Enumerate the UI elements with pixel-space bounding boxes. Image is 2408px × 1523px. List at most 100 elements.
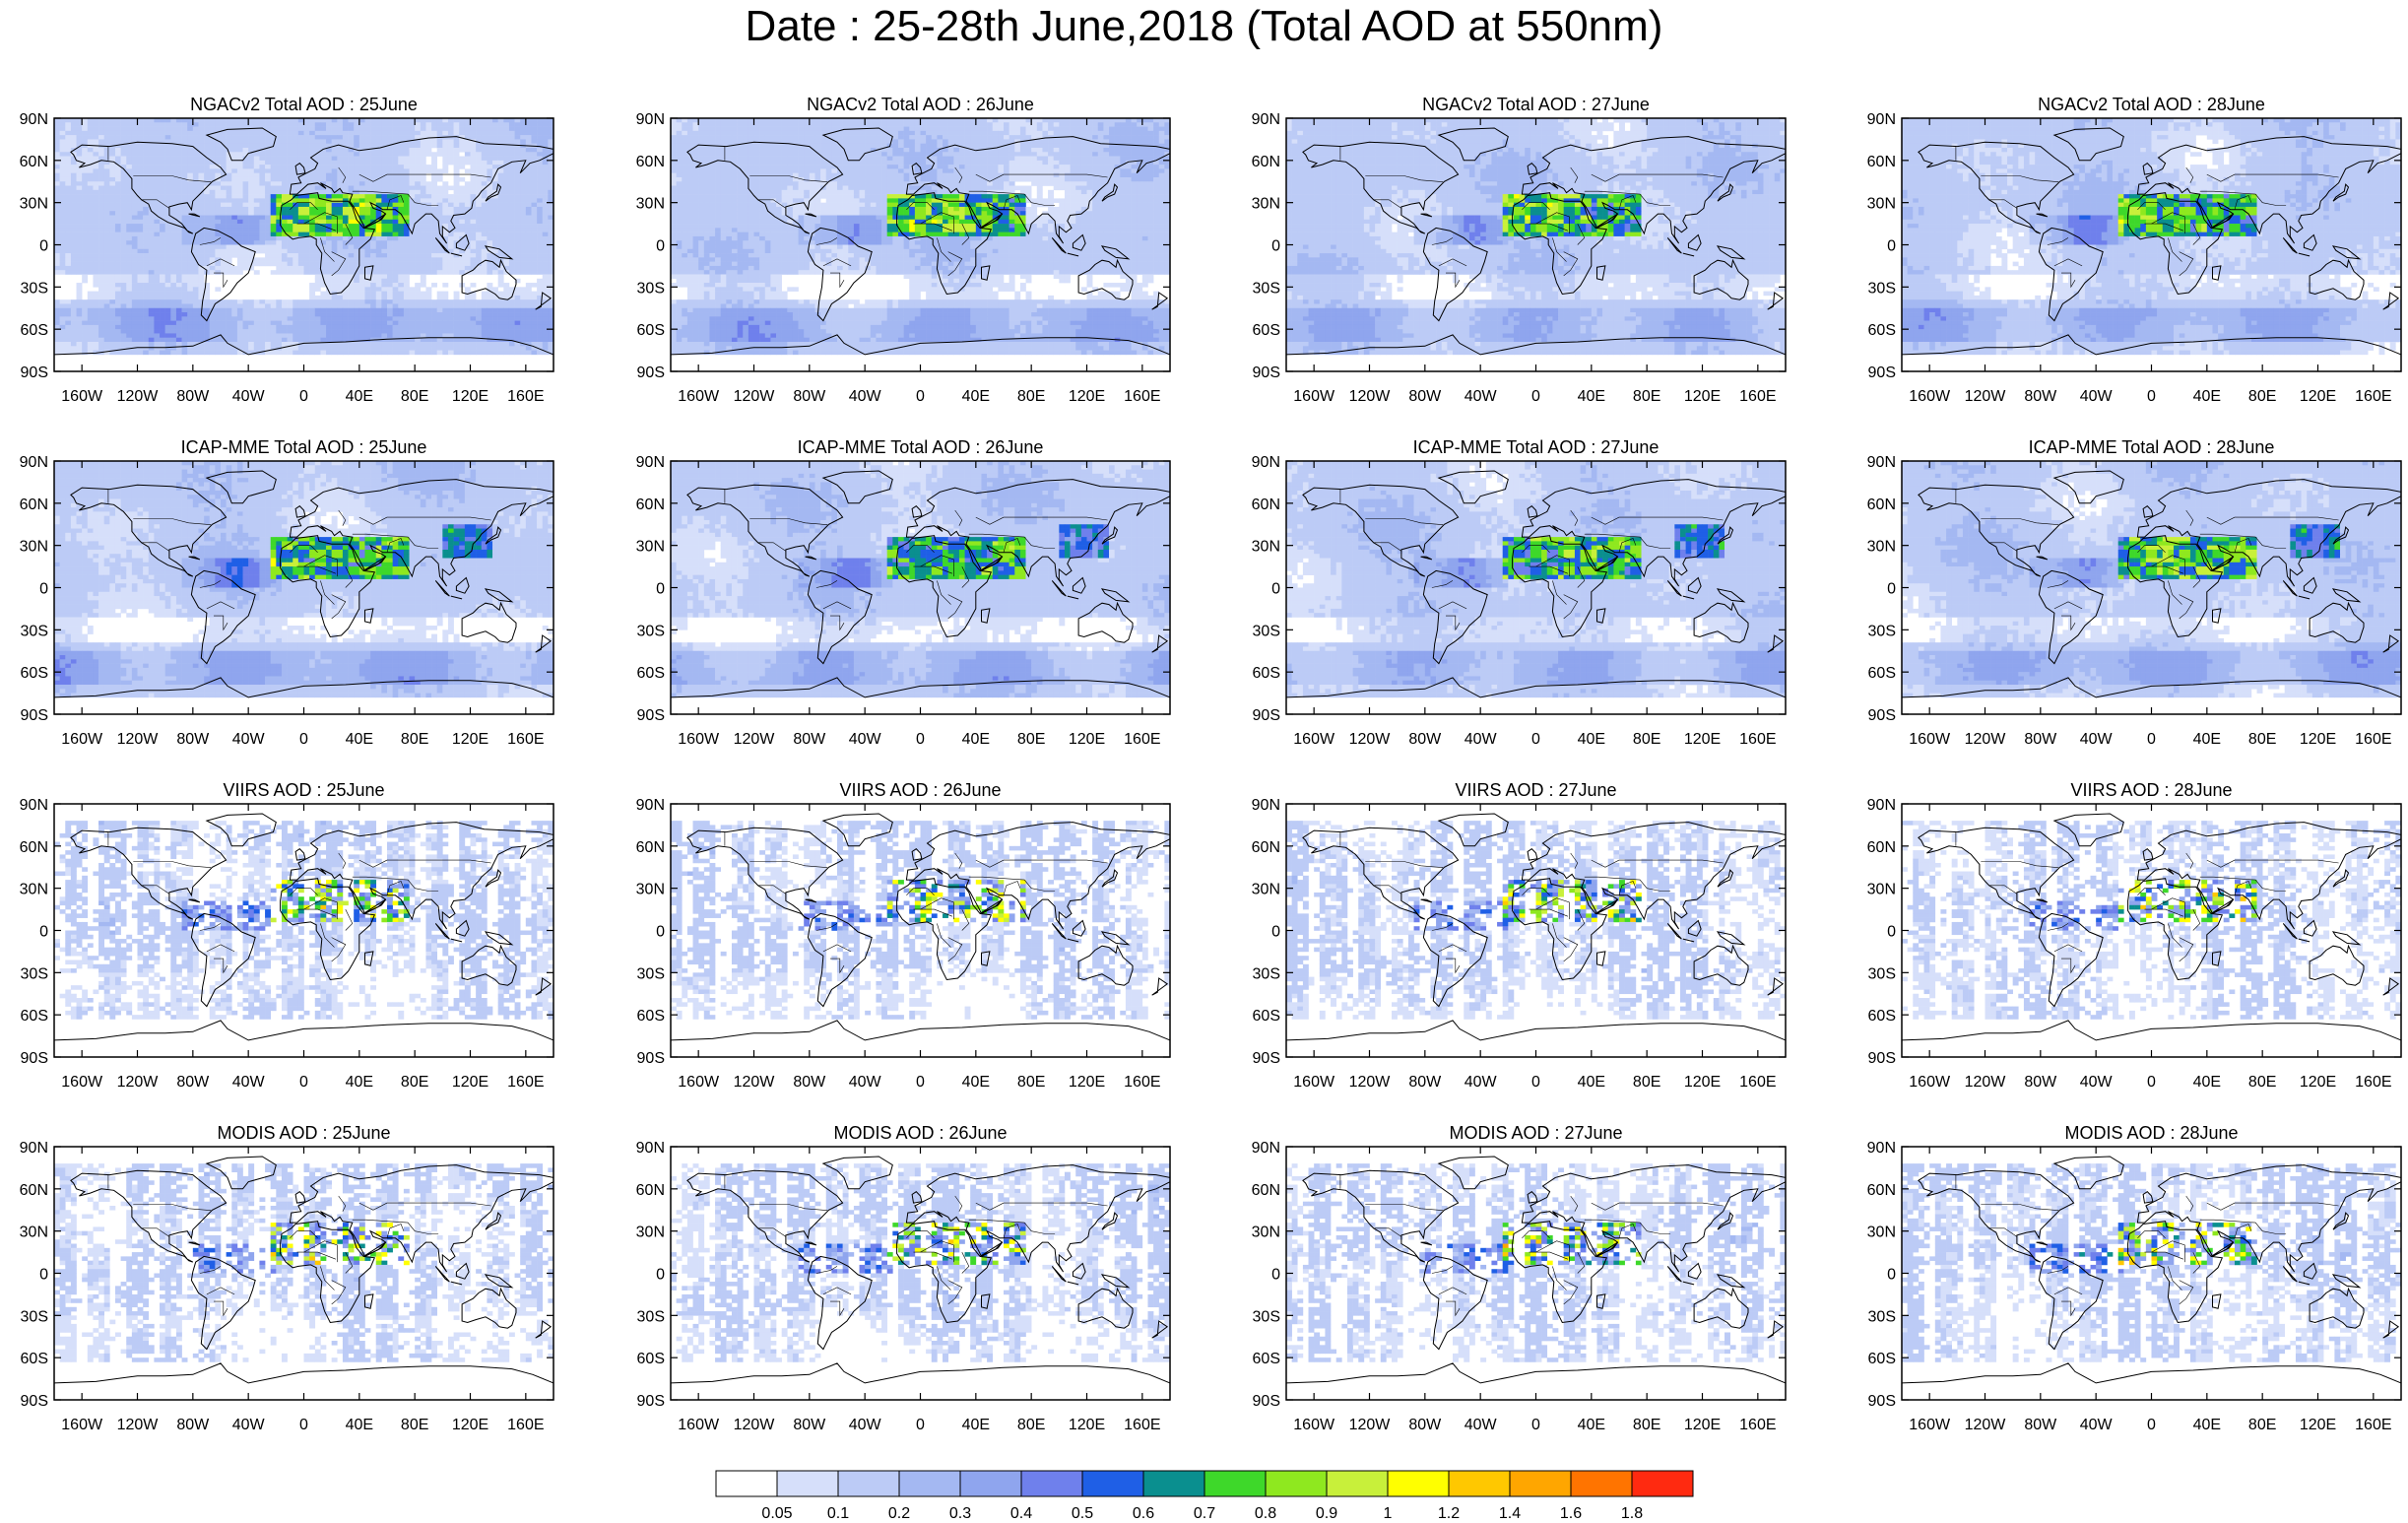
y-tick-label: 30S xyxy=(21,1308,48,1325)
y-tick-label: 60S xyxy=(1868,665,1896,682)
y-tick-label: 0 xyxy=(1271,581,1280,598)
y-tick-label: 30S xyxy=(637,1308,665,1325)
x-tick-label: 160E xyxy=(1739,1417,1776,1433)
y-tick-label: 90N xyxy=(636,797,665,814)
x-tick-label: 120E xyxy=(1684,1417,1721,1433)
x-tick-label: 120W xyxy=(117,731,160,748)
colorbar-swatch xyxy=(1204,1470,1267,1497)
coastlines xyxy=(1285,813,1787,1058)
y-tick-label: 60S xyxy=(1253,322,1280,339)
map-panel: NGACv2 Total AOD : 26June 90N 60N 30N 0 30S 60… xyxy=(617,84,1207,419)
x-tick-label: 120E xyxy=(1069,388,1105,405)
panel-title: VIIRS AOD : 27June xyxy=(1455,780,1616,800)
y-tick-label: 30N xyxy=(1867,1225,1896,1241)
x-tick-label: 40E xyxy=(1578,388,1605,405)
x-tick-label: 120W xyxy=(1349,1417,1392,1433)
y-tick-label: 60N xyxy=(636,154,665,170)
x-tick-label: 80E xyxy=(401,1074,428,1091)
x-tick-label: 160E xyxy=(1124,1074,1160,1091)
x-tick-label: 40W xyxy=(232,1074,266,1091)
x-tick-label: 80E xyxy=(2248,1417,2276,1433)
y-tick-label: 60N xyxy=(1867,839,1896,856)
x-tick-label: 160E xyxy=(2355,1417,2391,1433)
aod-field xyxy=(1902,1163,2402,1362)
x-tick-label: 160W xyxy=(1293,1417,1335,1433)
y-tick-label: 30S xyxy=(21,623,48,639)
map-panel: MODIS AOD : 25June 90N 60N 30N 0 30S 60S 90S 160… xyxy=(0,1112,591,1447)
x-tick-label: 160W xyxy=(1909,731,1951,748)
x-tick-label: 0 xyxy=(2147,388,2156,405)
x-tick-label: 120E xyxy=(2300,388,2336,405)
panel-title: MODIS AOD : 25June xyxy=(217,1123,390,1143)
coastlines xyxy=(1901,813,2402,1058)
y-tick-label: 90S xyxy=(637,1393,665,1410)
y-tick-label: 60N xyxy=(20,839,48,856)
aod-field xyxy=(1902,821,2402,1020)
aod-field xyxy=(671,461,1171,698)
x-tick-label: 120W xyxy=(734,388,776,405)
y-tick-label: 30N xyxy=(1867,882,1896,898)
colorbar-swatch xyxy=(1631,1470,1694,1497)
x-tick-label: 120W xyxy=(1965,731,2007,748)
y-tick-label: 90S xyxy=(21,1050,48,1067)
x-tick-label: 120W xyxy=(1349,1074,1392,1091)
x-tick-label: 120W xyxy=(1965,1074,2007,1091)
colorbar-label: 0.3 xyxy=(949,1505,971,1522)
x-tick-label: 120W xyxy=(734,731,776,748)
y-tick-label: 30S xyxy=(1253,1308,1280,1325)
x-tick-label: 160E xyxy=(1124,388,1160,405)
y-tick-label: 90S xyxy=(637,364,665,381)
aod-field xyxy=(1286,1163,1787,1362)
x-tick-label: 120W xyxy=(1965,388,2007,405)
x-tick-label: 80W xyxy=(1408,731,1442,748)
y-tick-label: 90S xyxy=(21,364,48,381)
x-tick-label: 0 xyxy=(916,388,925,405)
panel-title: VIIRS AOD : 25June xyxy=(223,780,384,800)
y-tick-label: 60S xyxy=(637,1008,665,1025)
y-tick-label: 30N xyxy=(1867,539,1896,556)
panel-title: ICAP-MME Total AOD : 25June xyxy=(181,437,427,457)
y-tick-label: 90N xyxy=(20,111,48,128)
x-tick-label: 160W xyxy=(1293,388,1335,405)
x-tick-label: 40E xyxy=(962,388,990,405)
colorbar-swatch xyxy=(1570,1470,1633,1497)
country-borders xyxy=(1339,489,1724,631)
y-tick-label: 30N xyxy=(636,882,665,898)
y-tick-label: 30S xyxy=(637,965,665,982)
panel-title: MODIS AOD : 26June xyxy=(833,1123,1007,1143)
country-borders xyxy=(1955,146,2339,289)
x-tick-label: 120E xyxy=(2300,1074,2336,1091)
y-tick-label: 60N xyxy=(20,1182,48,1199)
x-tick-label: 120W xyxy=(734,1074,776,1091)
x-tick-label: 80W xyxy=(793,1074,826,1091)
panel-title: MODIS AOD : 28June xyxy=(2064,1123,2238,1143)
map-panel: NGACv2 Total AOD : 28June 90N 60N 30N 0 30S 60… xyxy=(1848,84,2408,419)
x-tick-label: 120W xyxy=(734,1417,776,1433)
colorbar-label: 1.8 xyxy=(1621,1505,1643,1522)
y-tick-label: 90S xyxy=(1253,1050,1280,1067)
x-tick-label: 40W xyxy=(849,731,882,748)
x-tick-label: 120W xyxy=(1965,1417,2007,1433)
y-tick-label: 60S xyxy=(1868,1008,1896,1025)
x-tick-label: 40W xyxy=(232,388,266,405)
x-tick-label: 80E xyxy=(1633,731,1660,748)
x-tick-label: 120E xyxy=(1684,1074,1721,1091)
panel-title: ICAP-MME Total AOD : 26June xyxy=(798,437,1044,457)
x-tick-label: 120E xyxy=(1069,1417,1105,1433)
y-tick-label: 30N xyxy=(636,196,665,213)
x-tick-label: 80E xyxy=(1633,388,1660,405)
x-tick-label: 120W xyxy=(1349,731,1392,748)
y-tick-label: 90N xyxy=(1867,454,1896,471)
x-tick-label: 160W xyxy=(61,1417,103,1433)
x-tick-label: 40W xyxy=(2080,1074,2114,1091)
map-panel: MODIS AOD : 28June 90N 60N 30N 0 30S 60S 90S 160… xyxy=(1848,1112,2408,1447)
y-tick-label: 60S xyxy=(21,322,48,339)
map-panel: VIIRS AOD : 27June 90N 60N 30N 0 30S 60S 90S 160… xyxy=(1232,769,1823,1104)
x-tick-label: 120W xyxy=(117,1074,160,1091)
country-borders xyxy=(724,1174,1108,1317)
y-tick-label: 90S xyxy=(21,707,48,724)
y-tick-label: 30N xyxy=(1252,882,1280,898)
x-tick-label: 80E xyxy=(401,388,428,405)
x-tick-label: 160E xyxy=(1739,388,1776,405)
x-tick-label: 80W xyxy=(2024,388,2057,405)
